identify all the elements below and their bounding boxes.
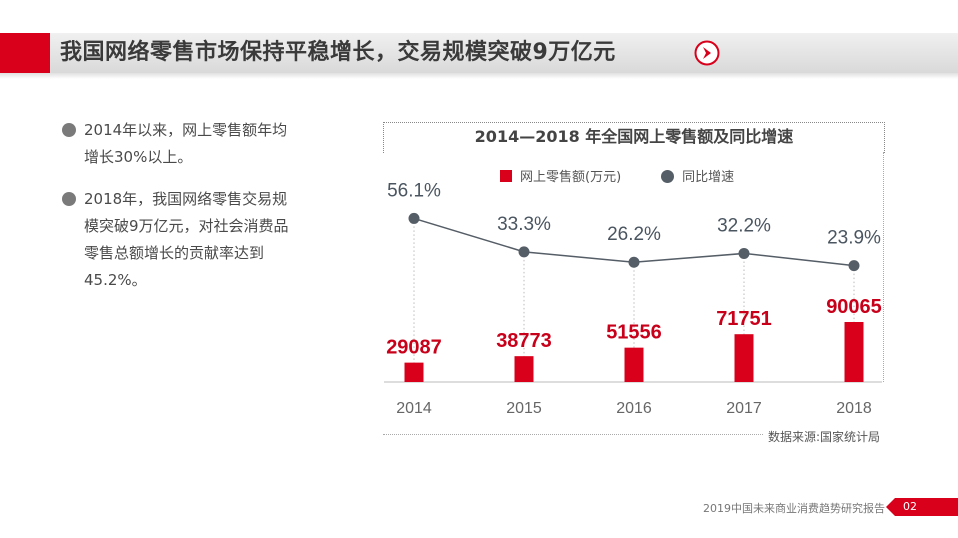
legend-line-label: 同比增速	[682, 170, 735, 185]
line-value-label: 26.2%	[607, 224, 661, 245]
page-number-badge: 02	[886, 498, 958, 516]
bar-value-label: 71751	[716, 308, 772, 330]
x-tick-label: 2015	[506, 400, 542, 417]
line-value-label: 33.3%	[497, 214, 551, 235]
x-tick-label: 2016	[616, 400, 652, 417]
bullet-text-2: 2018年，我国网络零售交易规模突破9万亿元，对社会消费品零售总额增长的贡献率达…	[84, 190, 289, 289]
combo-chart: 29087 2014 38773 2015 51556 2016 71751 2017 9006…	[384, 180, 882, 417]
legend-bar-swatch	[500, 170, 512, 182]
bar	[404, 362, 424, 382]
bullet-text-1: 2014年以来，网上零售额年均增长30%以上。	[84, 121, 288, 166]
source-divider	[383, 434, 763, 435]
line-value-label: 23.9%	[827, 228, 881, 249]
x-tick-label: 2014	[396, 400, 432, 417]
legend-bar-label: 网上零售额(万元)	[520, 170, 622, 185]
bar	[844, 322, 864, 382]
line-point	[408, 212, 420, 224]
line-point	[848, 260, 860, 272]
bullet-item-2: 2018年，我国网络零售交易规模突破9万亿元，对社会消费品零售总额增长的贡献率达…	[62, 186, 292, 294]
header-band	[0, 33, 958, 73]
data-source: 数据来源:国家统计局	[768, 430, 881, 444]
bar-value-label: 29087	[386, 337, 442, 359]
bar-value-label: 90065	[826, 296, 882, 318]
bullet-item-1: 2014年以来，网上零售额年均增长30%以上。	[62, 117, 292, 171]
x-tick-label: 2017	[726, 400, 762, 417]
bar-value-label: 38773	[496, 330, 552, 352]
footer-report-name: 2019中国未来商业消费趋势研究报告	[703, 502, 885, 515]
chart-frame-side	[883, 152, 884, 382]
chevron-right-circle-icon[interactable]	[694, 40, 720, 66]
bar	[624, 347, 644, 382]
header-shadow	[0, 73, 958, 79]
chart-legend: 网上零售额(万元) 同比增速	[500, 166, 734, 185]
bar	[734, 334, 754, 382]
bullet-dot-icon	[62, 192, 76, 206]
line-point	[738, 247, 750, 259]
line-value-label: 32.2%	[717, 215, 771, 236]
page-title: 我国网络零售市场保持平稳增长，交易规模突破9万亿元	[60, 40, 616, 65]
chart-title: 2014—2018 年全国网上零售额及同比增速	[474, 127, 794, 146]
line-point	[628, 256, 640, 268]
bullet-dot-icon	[62, 123, 76, 137]
header-accent	[0, 33, 50, 73]
x-tick-label: 2018	[836, 400, 872, 417]
line-value-label: 56.1%	[387, 180, 441, 201]
legend-line-swatch	[661, 170, 675, 183]
line-point	[518, 246, 530, 258]
chart-title-frame	[383, 122, 885, 153]
bar	[514, 356, 534, 382]
bar-value-label: 51556	[606, 322, 662, 344]
